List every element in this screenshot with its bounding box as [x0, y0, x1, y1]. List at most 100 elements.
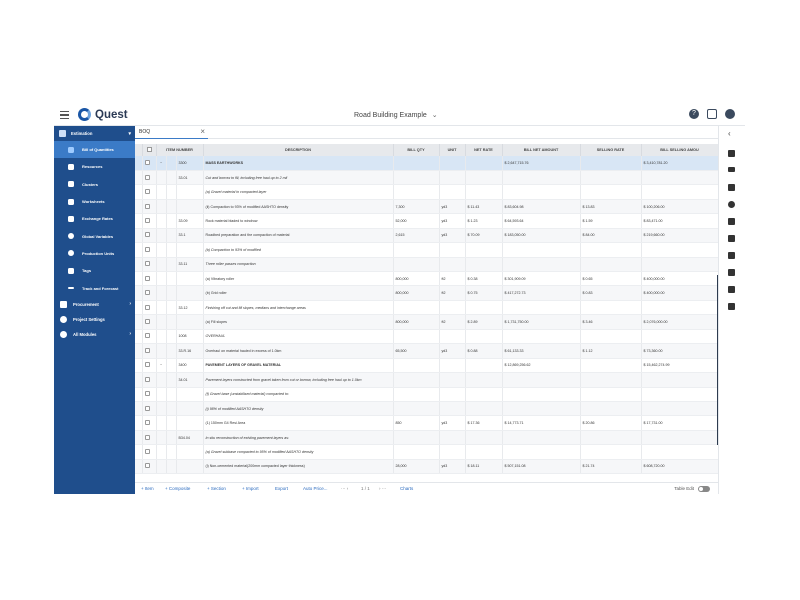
row-checkbox[interactable]	[142, 358, 157, 374]
drag-handle-icon[interactable]	[135, 300, 143, 316]
expand-toggle-icon[interactable]	[156, 285, 167, 301]
grid-icon[interactable]	[728, 269, 735, 276]
expand-toggle-icon[interactable]	[156, 257, 167, 273]
table-row[interactable]: −3400 PAVEMENT LAYERS OF GRAVEL MATERIAL $…	[135, 358, 719, 374]
table-row[interactable]: 33.01 Cut and borrow to fill, including f…	[135, 170, 719, 186]
sidebar-item-bill-of-quantities[interactable]: Bill of Quantities	[54, 141, 135, 159]
pager-prev-icon[interactable]: ⋯ ‹	[341, 486, 349, 491]
table-row[interactable]: B34.04 In situ reconstruction of existing…	[135, 430, 719, 446]
row-checkbox[interactable]	[142, 242, 157, 258]
row-checkbox[interactable]	[142, 387, 157, 402]
table-row[interactable]: 34.01 Pavement layers constructed from gr…	[135, 372, 719, 388]
row-checkbox[interactable]	[142, 329, 157, 345]
expand-toggle-icon[interactable]	[156, 184, 167, 200]
expand-toggle-icon[interactable]	[156, 444, 167, 460]
row-checkbox[interactable]	[142, 156, 157, 171]
expand-toggle-icon[interactable]	[156, 242, 167, 258]
header-selling-rate[interactable]: SELLING RATE	[580, 144, 642, 156]
drag-handle-icon[interactable]	[135, 228, 143, 244]
sidebar-item-production-units[interactable]: Production Units	[54, 245, 135, 262]
table-row[interactable]: 1008 OVERHAUL	[135, 329, 719, 345]
add-item-button[interactable]: + Item	[141, 486, 154, 491]
expand-toggle-icon[interactable]	[156, 401, 167, 417]
row-checkbox[interactable]	[142, 199, 157, 215]
header-bill-selling-amount[interactable]: BILL SELLING AMOU	[641, 144, 719, 156]
sidebar-item-clusters[interactable]: Clusters	[54, 176, 135, 193]
row-checkbox[interactable]	[142, 285, 157, 301]
table-row[interactable]: 33.11 Three roller passes compaction	[135, 257, 719, 273]
add-section-button[interactable]: + Section	[207, 486, 226, 491]
expand-toggle-icon[interactable]	[156, 228, 167, 244]
row-checkbox[interactable]	[142, 300, 157, 316]
drag-handle-icon[interactable]	[135, 444, 143, 460]
drag-handle-icon[interactable]	[135, 257, 143, 273]
menu-icon[interactable]	[60, 111, 69, 120]
row-checkbox[interactable]	[142, 213, 157, 229]
sidebar-module-all-modules[interactable]: All Modules ›	[54, 327, 135, 342]
expand-toggle-icon[interactable]	[156, 329, 167, 345]
table-row[interactable]: (a) Gravel subbase compacted to 95% of m…	[135, 444, 719, 460]
drag-handle-icon[interactable]	[135, 387, 143, 402]
drag-handle-icon[interactable]	[135, 156, 143, 171]
table-row[interactable]: 33.1 Roadbed preparation and the compacti…	[135, 228, 719, 244]
header-description[interactable]: DESCRIPTION	[203, 144, 394, 156]
table-row[interactable]: (ii) Compaction to 93% of modified AASHT…	[135, 199, 719, 215]
charts-button[interactable]: Charts	[400, 486, 414, 491]
boq-search[interactable]: BOQ ×	[135, 126, 208, 139]
import-button[interactable]: + Import	[242, 486, 259, 491]
table-edit-toggle[interactable]	[698, 486, 710, 492]
table-row[interactable]: (i) 98% of modified AASHTO density	[135, 401, 719, 417]
sidebar-item-track-and-forecast[interactable]: Track and Forecast	[54, 279, 135, 296]
expand-toggle-icon[interactable]	[156, 387, 167, 402]
drag-handle-icon[interactable]	[135, 314, 143, 330]
drag-handle-icon[interactable]	[135, 358, 143, 374]
expand-toggle-icon[interactable]: −	[156, 156, 167, 171]
header-unit[interactable]: UNIT	[439, 144, 466, 156]
row-checkbox[interactable]	[142, 314, 157, 330]
table-row[interactable]: (a) Vibratory roller 800,000 ft2 $ 0.38 $ 30…	[135, 271, 719, 287]
row-checkbox[interactable]	[142, 444, 157, 460]
close-icon[interactable]: ×	[200, 127, 205, 136]
copy-icon[interactable]	[728, 286, 735, 293]
pager-next-icon[interactable]: › ⋯	[379, 486, 387, 491]
select-all-checkbox[interactable]	[142, 144, 157, 156]
help-icon[interactable]: ?	[689, 109, 699, 119]
sheet-icon[interactable]	[728, 303, 735, 310]
project-selector[interactable]: Road Building Example ⌄	[354, 111, 438, 120]
expand-toggle-icon[interactable]	[156, 170, 167, 186]
brush-icon[interactable]	[728, 235, 735, 242]
expand-toggle-icon[interactable]	[156, 300, 167, 316]
drag-handle-icon[interactable]	[135, 271, 143, 287]
row-checkbox[interactable]	[142, 459, 157, 475]
export-button[interactable]: Export	[275, 486, 289, 491]
drag-handle-icon[interactable]	[135, 372, 143, 388]
expand-toggle-icon[interactable]	[156, 343, 167, 359]
drag-handle-icon[interactable]	[135, 184, 143, 200]
auto-price-button[interactable]: Auto Price...	[303, 486, 328, 491]
list-icon[interactable]	[728, 167, 735, 172]
expand-toggle-icon[interactable]: −	[156, 358, 167, 374]
print-icon[interactable]	[707, 109, 717, 119]
sidebar-item-worksheets[interactable]: Worksheets	[54, 193, 135, 210]
expand-toggle-icon[interactable]	[156, 314, 167, 330]
sidebar-item-global-variables[interactable]: Global Variables	[54, 227, 135, 244]
row-checkbox[interactable]	[142, 184, 157, 200]
drag-handle-icon[interactable]	[135, 459, 143, 475]
table-row[interactable]: 33.09 Rock material bladed to windrow 52,0…	[135, 213, 719, 229]
drag-handle-icon[interactable]	[135, 430, 143, 446]
table-row[interactable]: 33.12 Finishing off cut and fill slopes, …	[135, 300, 719, 316]
table-row[interactable]: (b) Compaction to 93% of modified	[135, 242, 719, 258]
row-checkbox[interactable]	[142, 372, 157, 388]
table-row[interactable]: 33.R.16 Overhaul on material hauled in ex…	[135, 343, 719, 359]
table-row[interactable]: −3300 MASS EARTHWORKS $ 2,647,715.76 $ 3,41…	[135, 156, 719, 171]
drag-handle-icon[interactable]	[135, 415, 143, 431]
drag-handle-icon[interactable]	[135, 170, 143, 186]
row-checkbox[interactable]	[142, 415, 157, 431]
row-checkbox[interactable]	[142, 430, 157, 446]
sidebar-module-project-settings[interactable]: Project Settings	[54, 312, 135, 327]
drag-handle-icon[interactable]	[135, 213, 143, 229]
expand-toggle-icon[interactable]	[156, 199, 167, 215]
row-checkbox[interactable]	[142, 343, 157, 359]
header-item-number[interactable]: ITEM NUMBER	[156, 144, 204, 156]
sidebar-module-procurement[interactable]: Procurement ›	[54, 297, 135, 312]
